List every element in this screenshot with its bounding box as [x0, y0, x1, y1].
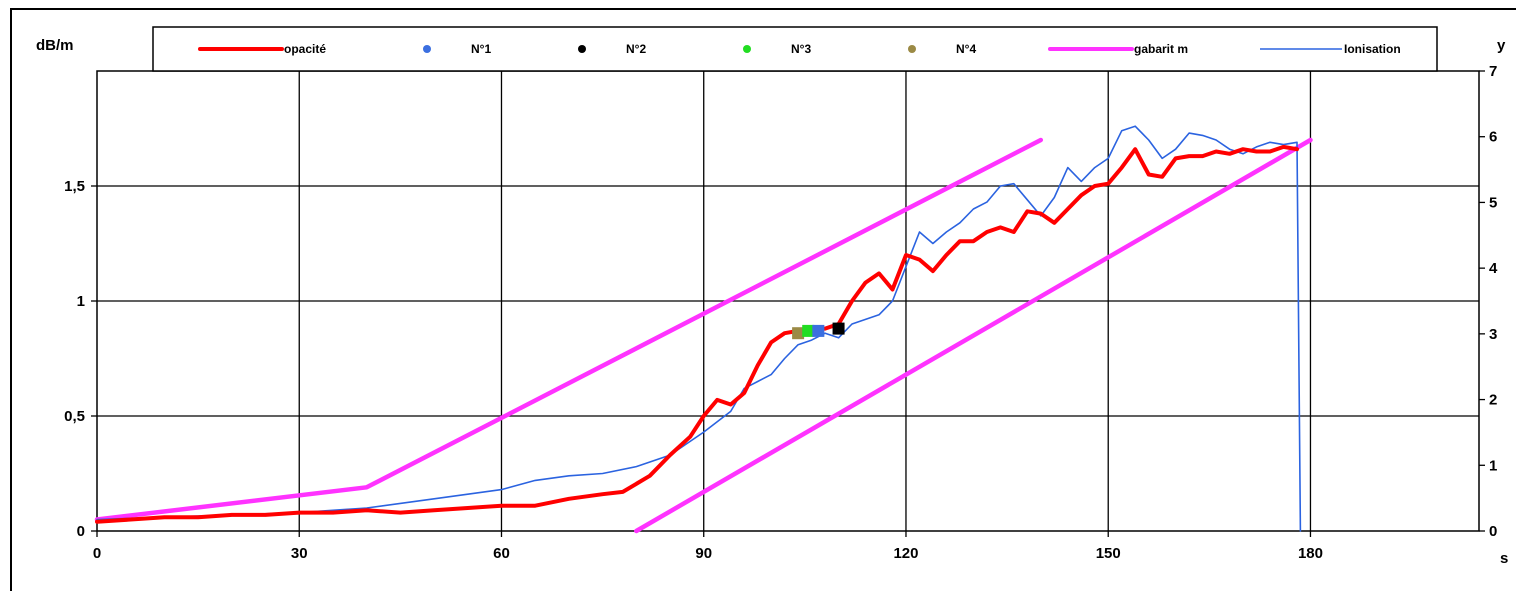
data-marker-N2 [832, 322, 845, 335]
data-marker-N3 [802, 324, 815, 337]
y-right-tick-label: 2 [1489, 392, 1497, 409]
y-right-tick-label: 7 [1489, 63, 1497, 80]
legend: opacité N°1 N°2 N°3 N°4 gabarit m Ionisation [198, 42, 1401, 56]
y-right-tick-label: 1 [1489, 457, 1497, 474]
legend-swatch [743, 45, 751, 53]
legend-swatch [908, 45, 916, 53]
data-marker-N1 [812, 324, 825, 337]
legend-item: N°4 [908, 42, 976, 56]
y-left-tick-label: 0,5 [64, 408, 85, 425]
y-left-tick-label: 1,5 [64, 178, 85, 195]
legend-label: N°1 [471, 42, 491, 56]
x-tick-label: 150 [1096, 545, 1121, 562]
x-tick-label: 90 [695, 545, 712, 562]
x-tick-label: 60 [493, 545, 510, 562]
y-left-tick-label: 0 [77, 523, 85, 540]
grid [97, 71, 1479, 531]
legend-item: N°2 [578, 42, 646, 56]
legend-label: opacité [284, 42, 326, 56]
legend-item: N°1 [423, 42, 491, 56]
y-left-tick-label: 1 [77, 293, 85, 310]
y-right-unit: y [1497, 37, 1506, 54]
x-tick-label: 0 [93, 545, 101, 562]
legend-label: N°4 [956, 42, 976, 56]
series-line-gabarit-m-3 [634, 137, 1313, 534]
y-right-tick-label: 3 [1489, 326, 1497, 343]
y-right-tick-label: 5 [1489, 194, 1497, 211]
legend-swatch [578, 45, 586, 53]
x-unit: s [1500, 550, 1508, 567]
y-right-axis-ticks: 0 1 2 3 4 5 6 7 [1479, 63, 1498, 540]
legend-label: N°2 [626, 42, 646, 56]
series-line-ionisation-1 [96, 125, 1302, 532]
legend-item: opacité [198, 42, 326, 56]
x-axis-ticks: 0 30 60 90 120 150 180 [93, 531, 1323, 562]
y-left-unit: dB/m [36, 37, 74, 54]
data-marker-N4 [792, 327, 805, 340]
x-tick-label: 30 [291, 545, 308, 562]
y-left-axis-ticks: 0 0,5 1 1,5 [64, 178, 97, 540]
marker-layer [792, 322, 845, 340]
y-right-tick-label: 6 [1489, 129, 1497, 146]
y-right-tick-label: 0 [1489, 523, 1497, 540]
legend-label: gabarit m [1134, 42, 1188, 56]
legend-item: N°3 [743, 42, 811, 56]
legend-item: Ionisation [1260, 42, 1401, 56]
legend-item: gabarit m [1048, 42, 1188, 56]
legend-swatch [423, 45, 431, 53]
series-layer [94, 125, 1313, 534]
series-line-opacit-0 [95, 144, 1299, 524]
legend-label: Ionisation [1344, 42, 1401, 56]
legend-label: N°3 [791, 42, 811, 56]
series-line-gabarit-m-2 [94, 137, 1044, 522]
legend-box [152, 26, 1438, 72]
y-right-tick-label: 4 [1489, 260, 1498, 277]
x-tick-label: 120 [893, 545, 918, 562]
x-tick-label: 180 [1298, 545, 1323, 562]
